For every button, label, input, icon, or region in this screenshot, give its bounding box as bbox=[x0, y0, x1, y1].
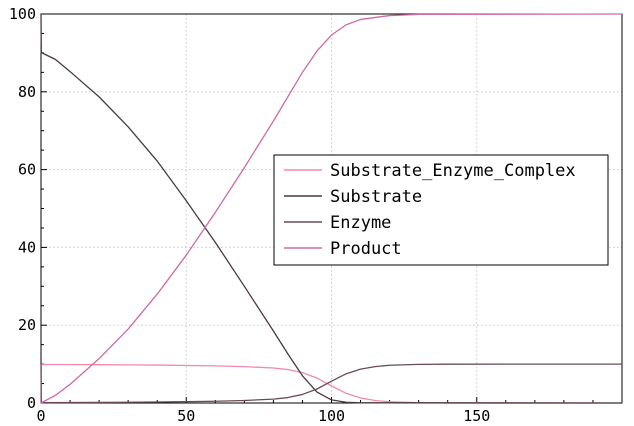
y-tick-label: 20 bbox=[18, 316, 36, 334]
legend-box bbox=[273, 154, 609, 266]
x-tick-label: 150 bbox=[463, 407, 490, 425]
y-tick-label: 60 bbox=[18, 161, 36, 179]
series-line-substrate bbox=[40, 13, 623, 404]
legend: Substrate_Enzyme_Complex Substrate Enzyme P… bbox=[273, 154, 609, 266]
legend-label: Enzyme bbox=[330, 213, 391, 233]
y-tick-label: 80 bbox=[18, 83, 36, 101]
series-line-product bbox=[40, 13, 623, 404]
legend-label: Substrate bbox=[330, 187, 422, 207]
x-tick-label: 50 bbox=[177, 407, 195, 425]
legend-label: Substrate_Enzyme_Complex bbox=[330, 161, 576, 181]
axes-layer: 0 50 100 150 0 20 40 60 80 100 bbox=[9, 5, 623, 425]
x-tick-label: 0 bbox=[36, 407, 45, 425]
series-line-substrate_enzyme_complex bbox=[40, 363, 623, 404]
y-tick-label: 0 bbox=[27, 394, 36, 412]
y-tick-label: 100 bbox=[9, 5, 36, 23]
series-layer bbox=[40, 13, 623, 404]
x-tick-label: 100 bbox=[318, 407, 345, 425]
series-line-enzyme bbox=[40, 363, 623, 404]
legend-label: Product bbox=[330, 239, 402, 259]
y-tick-label: 40 bbox=[18, 238, 36, 256]
